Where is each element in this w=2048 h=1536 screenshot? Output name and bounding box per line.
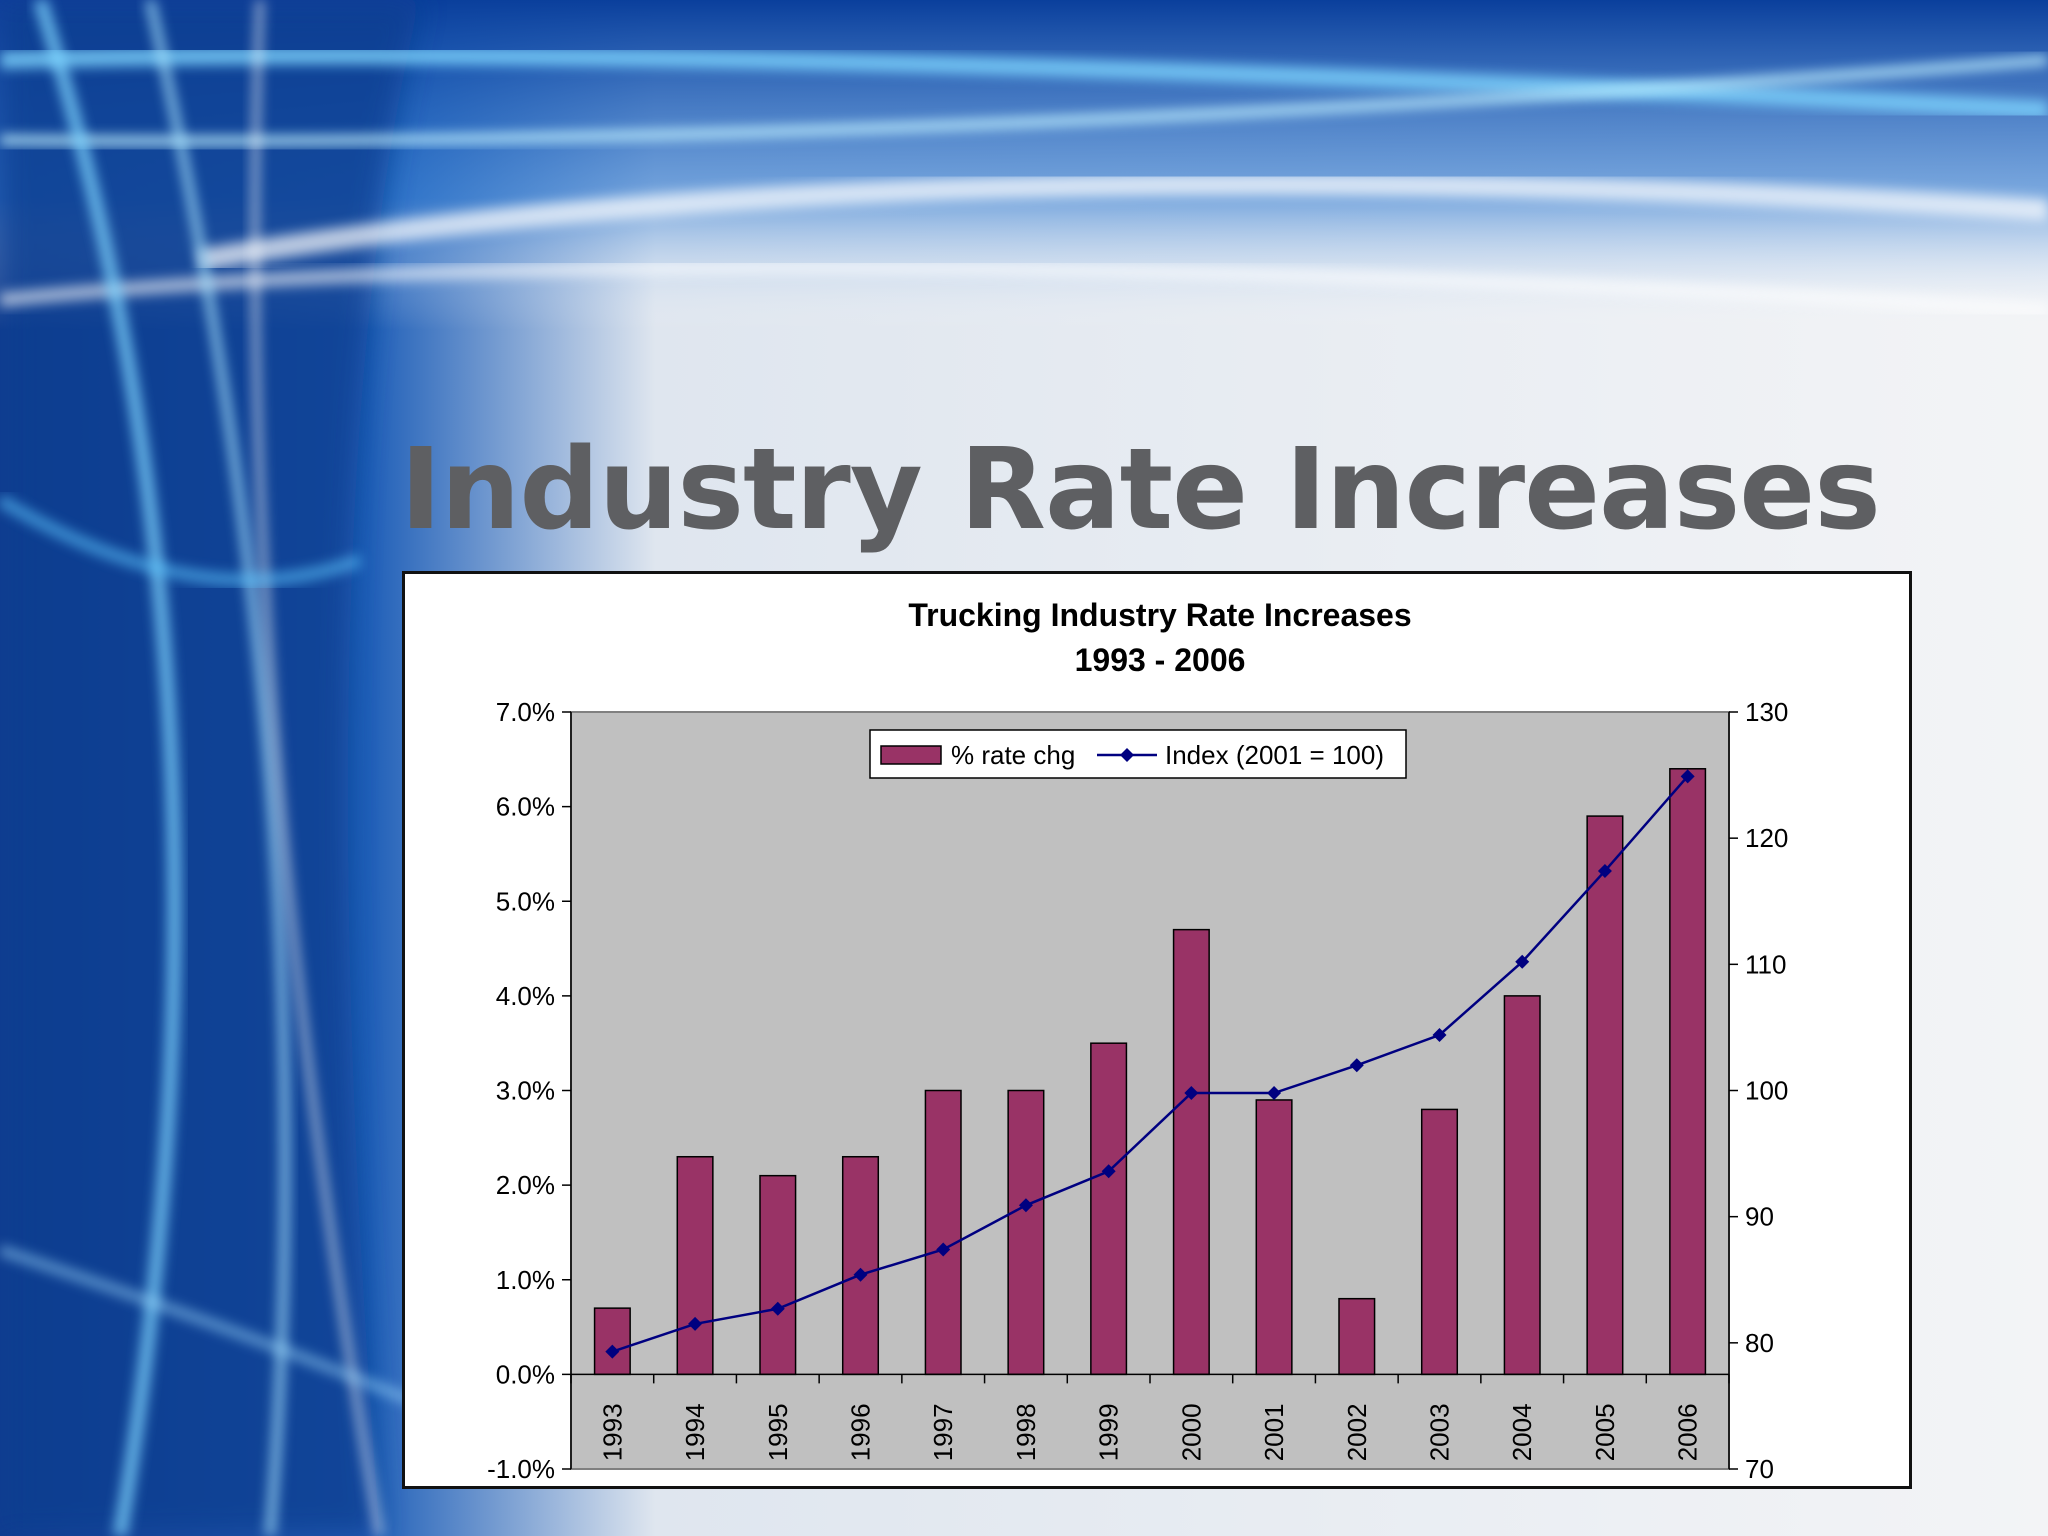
bar-1998	[1007, 1089, 1045, 1376]
index-marker-2003	[1432, 1027, 1447, 1042]
y-right-tick-label: 100	[1745, 1076, 1788, 1106]
index-marker-1995	[770, 1301, 785, 1316]
x-tick-label: 1995	[763, 1403, 793, 1461]
index-marker-1997	[936, 1242, 951, 1257]
x-tick-label: 1997	[928, 1403, 958, 1461]
plot-area	[570, 711, 1730, 1470]
x-tick-label: 1998	[1011, 1403, 1041, 1461]
chart-axes: 1993 1994 1995 1996 1997 1998 1999 2000 2001 2002…	[487, 697, 1788, 1484]
y-left-tick-label: 6.0%	[496, 792, 555, 822]
bar-1997	[924, 1089, 962, 1376]
y-right-tick-label: 120	[1745, 823, 1788, 853]
combo-chart: Trucking Industry Rate Increases 1993 - …	[487, 597, 1788, 1484]
bar-1995	[759, 1174, 797, 1376]
bar-2002	[1338, 1297, 1376, 1376]
index-marker-1998	[1018, 1198, 1033, 1213]
y-right-tick-label: 70	[1745, 1454, 1774, 1484]
index-marker-2000	[1184, 1086, 1199, 1101]
chart-container: Trucking Industry Rate Increases 1993 - …	[402, 571, 1912, 1489]
bar-2004	[1503, 995, 1541, 1376]
index-marker-2002	[1349, 1058, 1364, 1073]
index-marker-1999	[1101, 1164, 1116, 1179]
y-left-tick-label: 1.0%	[496, 1265, 555, 1295]
bar-2006	[1669, 768, 1707, 1376]
chart-title: Trucking Industry Rate Increases	[908, 597, 1411, 633]
bar-1999	[1090, 1042, 1128, 1376]
legend-bar-swatch	[880, 745, 942, 765]
index-marker-1994	[688, 1316, 703, 1331]
y-left-tick-label: 4.0%	[496, 981, 555, 1011]
index-marker-1993	[605, 1344, 620, 1359]
y-left-tick-label: -1.0%	[487, 1454, 555, 1484]
chart-legend: % rate chg Index (2001 = 100)	[869, 729, 1407, 779]
slide-title: Industry Rate Increases	[400, 425, 1881, 555]
x-tick-label: 2006	[1673, 1403, 1703, 1461]
x-tick-label: 2002	[1342, 1403, 1372, 1461]
index-marker-2001	[1267, 1086, 1282, 1101]
y-left-tick-label: 2.0%	[496, 1170, 555, 1200]
x-tick-label: 1999	[1094, 1403, 1124, 1461]
index-marker-2006	[1680, 769, 1695, 784]
bar-1996	[841, 1155, 880, 1376]
y-right-tick-label: 80	[1745, 1328, 1774, 1358]
bar-2003	[1420, 1108, 1459, 1376]
index-line	[611, 775, 1689, 1353]
y-left-tick-label: 3.0%	[496, 1076, 555, 1106]
x-tick-label: 1996	[846, 1403, 876, 1461]
index-marker-2004	[1515, 954, 1530, 969]
line-series	[605, 769, 1695, 1359]
legend-line-marker	[1120, 748, 1134, 762]
bar-1993	[593, 1307, 631, 1376]
legend-bar-label: % rate chg	[951, 740, 1075, 770]
bar-2001	[1255, 1099, 1293, 1376]
x-tick-label: 1993	[597, 1403, 627, 1461]
index-marker-1996	[853, 1267, 868, 1282]
bar-series	[593, 768, 1707, 1376]
y-left-tick-label: 5.0%	[496, 886, 555, 916]
x-tick-label: 2005	[1590, 1403, 1620, 1461]
index-marker-2005	[1597, 863, 1612, 878]
y-left-tick-label: 7.0%	[496, 697, 555, 727]
bar-2000	[1172, 928, 1210, 1376]
y-right-tick-label: 130	[1745, 697, 1788, 727]
x-tick-label: 2001	[1259, 1403, 1289, 1461]
bar-2005	[1586, 815, 1624, 1376]
x-tick-label: 1994	[680, 1403, 710, 1461]
legend-line-label: Index (2001 = 100)	[1165, 740, 1384, 770]
chart-subtitle: 1993 - 2006	[1075, 642, 1246, 678]
y-right-tick-label: 110	[1745, 949, 1786, 979]
bar-1994	[676, 1155, 714, 1376]
x-tick-label: 2003	[1425, 1403, 1455, 1461]
x-tick-label: 2004	[1507, 1403, 1537, 1461]
y-left-tick-label: 0.0%	[496, 1359, 555, 1389]
y-right-tick-label: 90	[1745, 1202, 1774, 1232]
x-tick-label: 2000	[1176, 1403, 1206, 1461]
